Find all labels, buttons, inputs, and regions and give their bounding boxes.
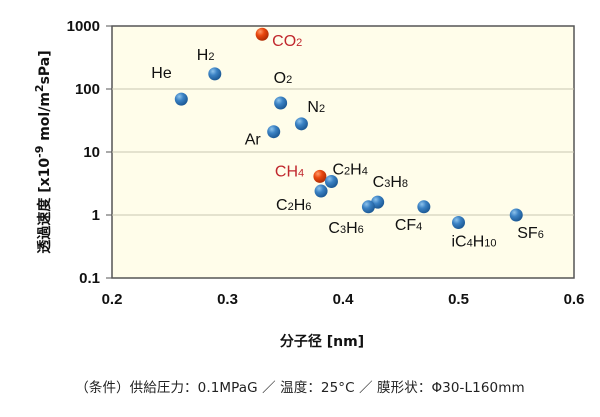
x-tick-label: 0.5 [448, 291, 469, 308]
x-tick-label: 0.4 [333, 291, 355, 308]
data-point-c3h6 [361, 200, 375, 214]
data-point-h2 [208, 67, 222, 81]
data-point-cf4 [417, 200, 431, 214]
x-axis-title: 分子径 [nm] [280, 333, 364, 350]
data-point-c2h4 [324, 175, 338, 189]
point-label-n2: N2 [307, 99, 325, 116]
point-label-c2h6: C2H6 [276, 197, 311, 214]
point-label-c2h4: C2H4 [332, 162, 367, 179]
point-labels: He H2 CO2 O2 N2 Ar CH4 C2H4 C2H6 C3H8 C3H6 CF4 iC4H1… [151, 33, 544, 250]
data-point-he [174, 92, 188, 106]
x-tick-label: 0.2 [102, 291, 123, 308]
point-label-cf4: CF4 [395, 217, 422, 234]
conditions-caption: （条件）供給圧力：0.1MPaG ／ 温度：25°C ／ 膜形状：Φ30-L16… [75, 380, 525, 396]
y-tick-label: 0.1 [79, 270, 100, 287]
data-point-n2 [294, 117, 308, 131]
x-tick-label: 0.6 [564, 291, 585, 308]
y-tick-label: 10 [83, 144, 100, 161]
y-tick-label: 100 [75, 81, 100, 98]
data-point-sf6 [509, 208, 523, 222]
permeance-chart: 0.1 1 10 100 1000 0.2 0.3 0.4 0.5 0.6 He H2 CO2 O2 N… [33, 18, 585, 350]
gridlines [112, 88, 574, 216]
data-point-co2 [255, 27, 269, 41]
point-label-ic4h10: iC4H10 [452, 234, 497, 251]
point-label-h2: H2 [197, 47, 215, 64]
y-tick-label: 1 [92, 207, 100, 224]
point-label-c3h8: C3H8 [373, 174, 408, 191]
point-label-he: He [151, 65, 172, 82]
point-label-co2: CO2 [272, 33, 302, 50]
y-tick-label: 1000 [67, 18, 100, 35]
data-point-ic4h10 [452, 216, 465, 230]
x-tick-label: 0.3 [217, 291, 238, 308]
point-label-c3h6: C3H6 [328, 220, 363, 237]
data-point-o2 [274, 96, 288, 110]
data-point-ch4 [313, 169, 327, 183]
data-point-c2h6 [314, 184, 328, 198]
y-axis-title: 透過速度 [x10-9 mol/m2sPa] [33, 50, 53, 253]
data-points [174, 27, 523, 230]
point-label-o2: O2 [274, 70, 293, 87]
y-axis-ticks: 0.1 1 10 100 1000 [67, 18, 112, 287]
x-axis-ticks: 0.2 0.3 0.4 0.5 0.6 [102, 291, 585, 308]
data-point-ar [267, 125, 281, 139]
point-label-ar: Ar [245, 132, 262, 149]
point-label-ch4: CH4 [275, 163, 304, 180]
point-label-sf6: SF6 [517, 225, 544, 242]
